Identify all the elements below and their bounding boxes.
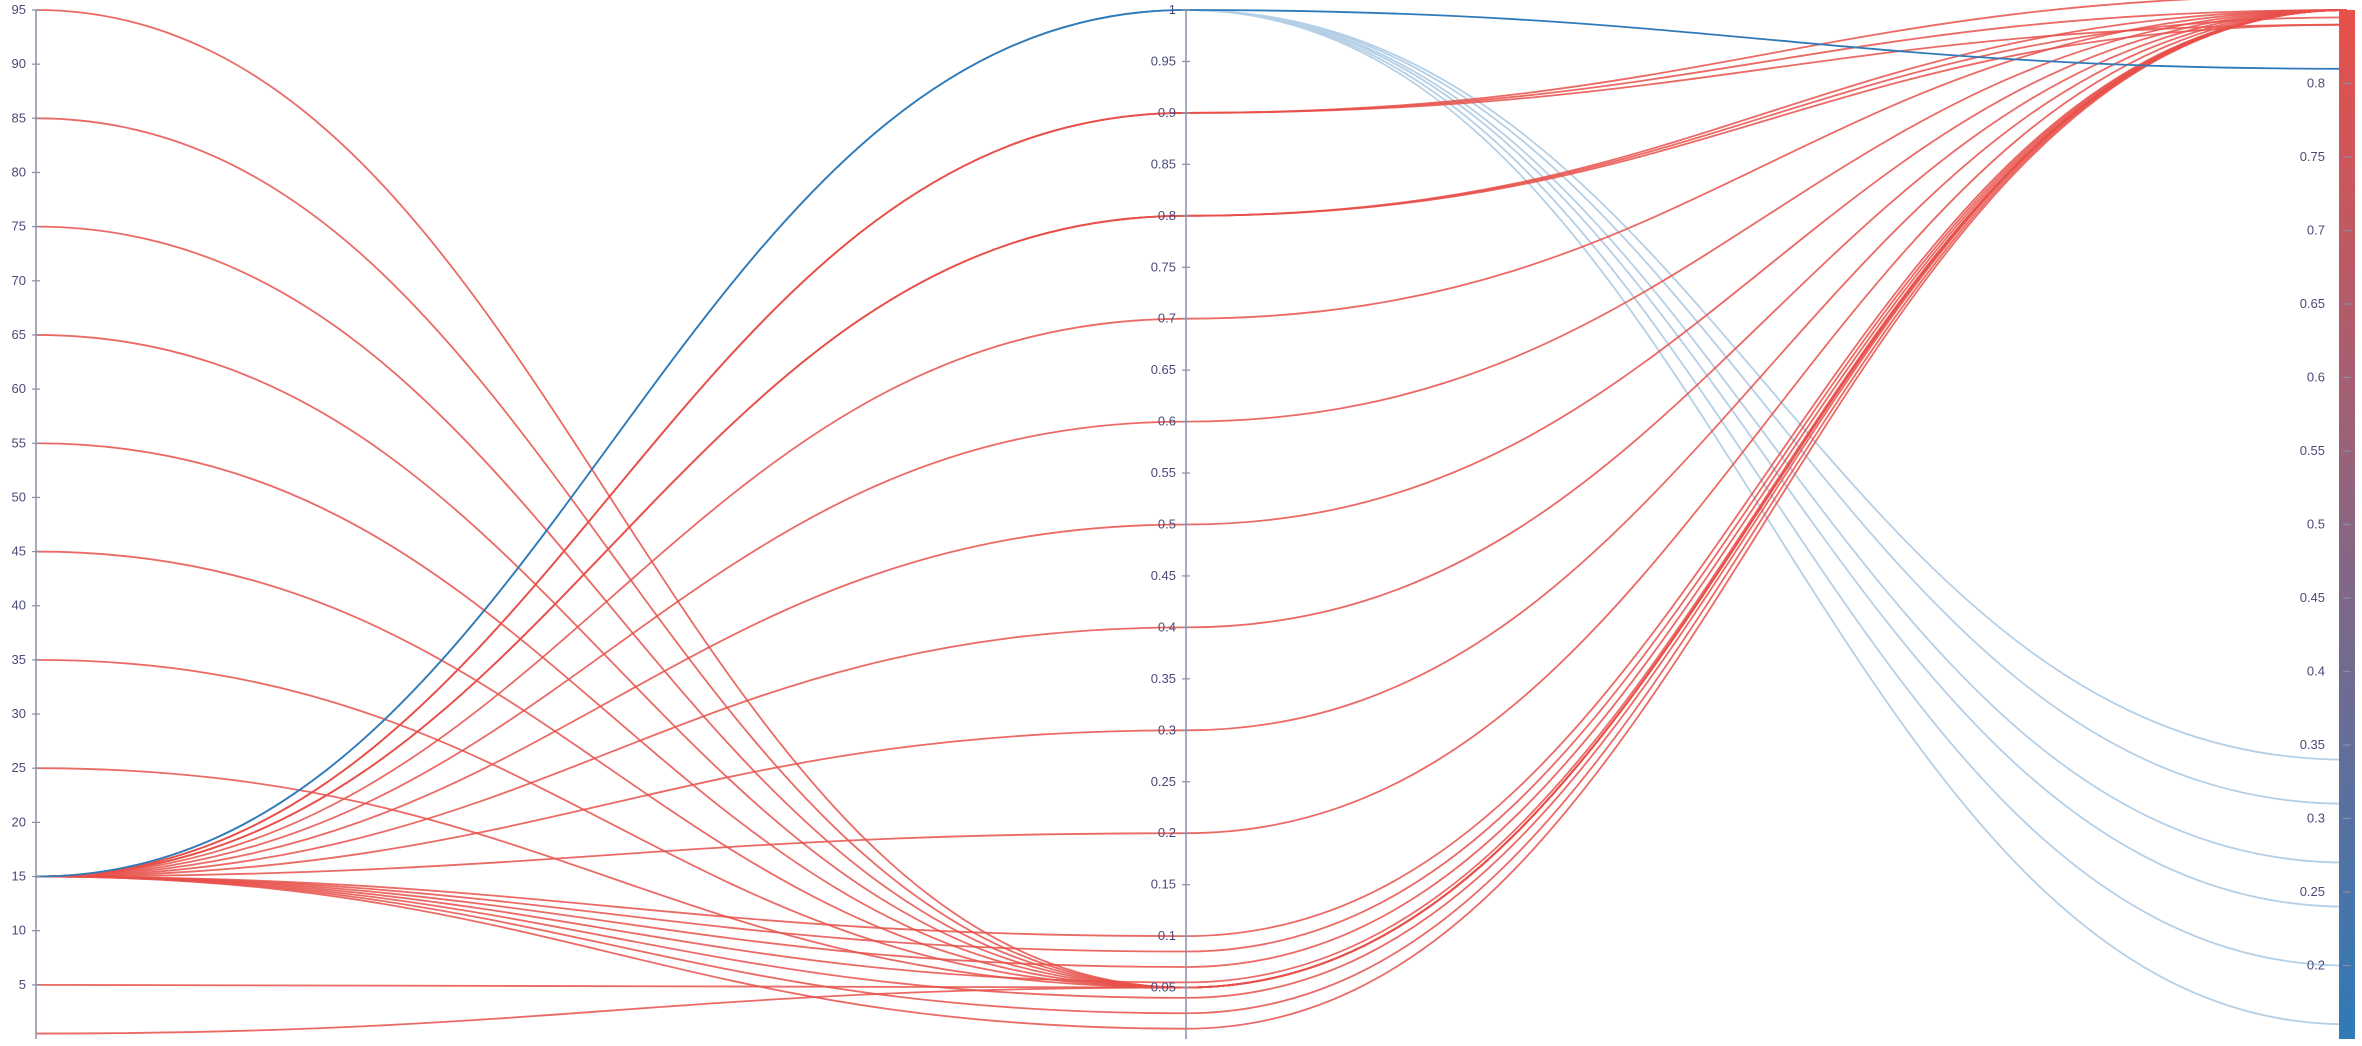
axis-1-tick-label-8: 0.45 xyxy=(1151,568,1176,583)
series-line-26 xyxy=(35,9,2348,989)
series-line-29 xyxy=(35,9,2348,1035)
series-line-23 xyxy=(35,9,2348,989)
series-lines xyxy=(35,0,2348,1035)
series-line-24 xyxy=(35,9,2348,989)
axis-1-tick-label-6: 0.35 xyxy=(1151,671,1176,686)
axis-2-tick-label-2: 0.3 xyxy=(2307,811,2325,826)
series-line-15 xyxy=(35,9,2348,968)
series-line-7 xyxy=(35,9,2348,878)
series-line-21 xyxy=(35,9,2348,989)
axis-1-tick-label-19: 1 xyxy=(1169,2,1176,17)
axis-0-tick-label-4: 25 xyxy=(12,760,26,775)
axis-1-tick-label-3: 0.2 xyxy=(1158,825,1176,840)
axes: 5 10 15 20 25 30 35 40 45 50 55 60 65 70 75 80 85 90 95 0.0… xyxy=(12,2,2355,1039)
axis-0-tick-label-10: 55 xyxy=(12,435,26,450)
axis-1-tick-label-18: 0.95 xyxy=(1151,53,1176,68)
axis-2-tick-label-8: 0.6 xyxy=(2307,370,2325,385)
series-line-5 xyxy=(35,16,2348,878)
axis-2-tick-label-10: 0.7 xyxy=(2307,223,2325,238)
axis-1-tick-label-13: 0.7 xyxy=(1158,311,1176,326)
series-line-13 xyxy=(35,9,2348,938)
axis-0-tick-label-1: 10 xyxy=(12,923,26,938)
series-line-0 xyxy=(35,9,2348,878)
axis-0-tick-label-7: 40 xyxy=(12,598,26,613)
axis-0-tick-label-2: 15 xyxy=(12,869,26,884)
axis-1-tick-label-15: 0.8 xyxy=(1158,208,1176,223)
axis-0-tick-label-12: 65 xyxy=(12,327,26,342)
axis-2-tick-label-12: 0.8 xyxy=(2307,76,2325,91)
axis-0-tick-label-15: 80 xyxy=(12,164,26,179)
axis-1-tick-label-9: 0.5 xyxy=(1158,517,1176,532)
axis-1-tick-label-0: 0.05 xyxy=(1151,980,1176,995)
series-line-3 xyxy=(35,0,2193,878)
axis-2-tick-label-0: 0.2 xyxy=(2307,958,2325,973)
axis-2-tick-label-7: 0.55 xyxy=(2300,443,2325,458)
axis-1-tick-label-7: 0.4 xyxy=(1158,619,1176,634)
axis-0-tick-label-16: 85 xyxy=(12,110,26,125)
axis-1-tick-label-10: 0.55 xyxy=(1151,465,1176,480)
axis-0-tick-label-9: 50 xyxy=(12,489,26,504)
axis-0-tick-label-17: 90 xyxy=(12,56,26,71)
series-line-8 xyxy=(35,9,2348,878)
axis-2-tick-label-4: 0.4 xyxy=(2307,664,2325,679)
axis-0-tick-label-5: 30 xyxy=(12,706,26,721)
axis-2-tick-label-6: 0.5 xyxy=(2307,517,2325,532)
axis-1-tick-label-4: 0.25 xyxy=(1151,774,1176,789)
axis-1-tick-label-1: 0.1 xyxy=(1158,928,1176,943)
series-line-33 xyxy=(35,9,2348,908)
axis-2-tick-label-3: 0.35 xyxy=(2300,737,2325,752)
axis-0-tick-label-11: 60 xyxy=(12,381,26,396)
axis-2-tick-label-1: 0.25 xyxy=(2300,884,2325,899)
axis-1-tick-label-5: 0.3 xyxy=(1158,722,1176,737)
axis-0-tick-label-8: 45 xyxy=(12,544,26,559)
series-line-16 xyxy=(35,9,2348,984)
series-line-6 xyxy=(35,9,2348,878)
axis-2-tick-label-5: 0.45 xyxy=(2300,590,2325,605)
series-line-28 xyxy=(35,9,2348,989)
axis-1-tick-label-14: 0.75 xyxy=(1151,259,1176,274)
series-line-14 xyxy=(35,9,2348,953)
series-line-11 xyxy=(35,9,2348,878)
series-line-27 xyxy=(35,9,2348,989)
series-line-30 xyxy=(35,9,2348,878)
series-line-25 xyxy=(35,9,2348,989)
series-line-2 xyxy=(35,9,2348,878)
series-line-32 xyxy=(35,9,2348,878)
axis-0-tick-label-13: 70 xyxy=(12,273,26,288)
axis-2-tick-label-9: 0.65 xyxy=(2300,296,2325,311)
series-line-22 xyxy=(35,9,2348,989)
axis-1-tick-label-17: 0.9 xyxy=(1158,105,1176,120)
series-line-18 xyxy=(35,9,2348,1015)
axis-1-tick-label-12: 0.65 xyxy=(1151,362,1176,377)
series-line-10 xyxy=(35,9,2348,878)
series-line-35 xyxy=(35,9,2348,1026)
axis-0-tick-label-18: 95 xyxy=(12,2,26,17)
series-line-31 xyxy=(35,9,2348,878)
axis-0-tick-label-6: 35 xyxy=(12,652,26,667)
series-line-17 xyxy=(35,9,2348,999)
axis-0-tick-label-3: 20 xyxy=(12,814,26,829)
series-line-9 xyxy=(35,9,2348,878)
axis-0-tick-label-0: 5 xyxy=(19,977,26,992)
series-line-20 xyxy=(35,9,2348,989)
series-line-12 xyxy=(35,9,2348,878)
series-line-19 xyxy=(35,9,2348,1030)
axis-2-tick-label-11: 0.75 xyxy=(2300,149,2325,164)
axis-1-tick-label-16: 0.85 xyxy=(1151,156,1176,171)
axis-0-tick-label-14: 75 xyxy=(12,219,26,234)
axis-1-tick-label-11: 0.6 xyxy=(1158,414,1176,429)
axis-1-tick-label-2: 0.15 xyxy=(1151,877,1176,892)
